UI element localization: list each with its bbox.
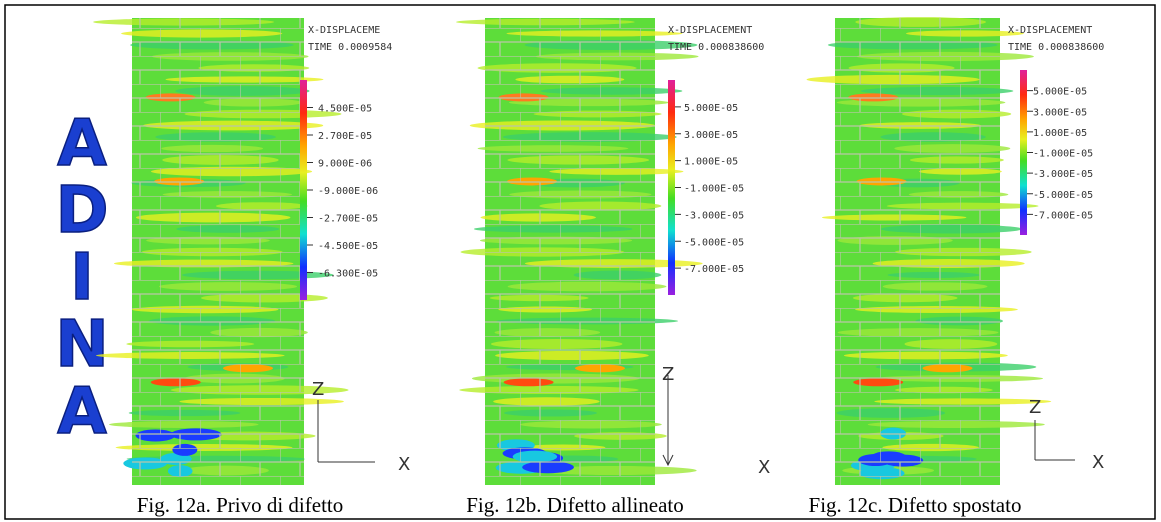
legend-colorbar [668,80,675,295]
legend-label: 5.000E-05 [684,103,738,114]
panel: X-DISPLACEME TIME 0.0009584 4.500E-05 2.700… [93,18,410,517]
legend-label: 2.700E-05 [318,131,372,142]
axis-z-label: Z [662,364,674,385]
legend-label: -2.700E-05 [318,214,378,225]
logo-letter: N [55,308,109,382]
legend-label: -1.000E-05 [684,184,744,195]
panel: X-DISPLACEMENT TIME 0.000838600 5.000E-05 3… [456,18,770,517]
caption: Fig. 12a. Privo di difetto [137,493,344,517]
legend-label: -9.000E-06 [318,186,378,197]
legend-title: X-DISPLACEMENT [668,25,752,36]
legend-label: -3.000E-05 [684,210,744,221]
caption: Fig. 12b. Difetto allineato [466,493,684,517]
legend-label: -7.000E-05 [684,264,744,275]
legend-title: X-DISPLACEME [308,25,380,36]
logo-letter: A [57,375,107,449]
legend-label: 1.000E-05 [684,157,738,168]
logo-letter: D [55,174,108,248]
panels: X-DISPLACEME TIME 0.0009584 4.500E-05 2.700… [93,17,1104,517]
axis-x-label: X [758,457,770,478]
legend-colorbar [1020,70,1027,235]
logo-letter: A [57,107,107,181]
legend-label: 4.500E-05 [318,104,372,115]
axis-x-label: X [398,454,410,475]
legend-label: -6.300E-05 [318,269,378,280]
legend-label: 3.000E-05 [1033,107,1087,118]
legend-label: -5.000E-05 [684,237,744,248]
axis-arrow [662,454,674,467]
legend-label: -3.000E-05 [1033,169,1093,180]
axis-z-label: Z [1029,397,1041,418]
frame [4,4,1156,520]
legend-colorbar [300,80,307,300]
legend-label: -4.500E-05 [318,241,378,252]
legend-label: 1.000E-05 [1033,128,1087,139]
legend-label: 9.000E-06 [318,159,372,170]
legend-label: -7.000E-05 [1033,210,1093,221]
brick-grid [132,18,304,485]
brick-grid [835,18,1000,485]
legend-time: TIME 0.0009584 [308,42,392,53]
legend-title: X-DISPLACEMENT [1008,25,1092,36]
caption: Fig. 12c. Difetto spostato [809,493,1022,517]
logo-letter: I [70,241,94,315]
legend-time: TIME 0.000838600 [1008,42,1104,53]
legend-label: -1.000E-05 [1033,149,1093,160]
axis-x-label: X [1092,452,1104,473]
brick-grid [485,18,655,485]
panel: X-DISPLACEMENT TIME 0.000838600 5.000E-05 3… [806,17,1104,517]
legend-time: TIME 0.000838600 [668,42,764,53]
axis-z-label: Z [312,379,324,400]
legend-label: 3.000E-05 [684,130,738,141]
legend-label: 5.000E-05 [1033,87,1087,98]
legend-label: -5.000E-05 [1033,190,1093,201]
